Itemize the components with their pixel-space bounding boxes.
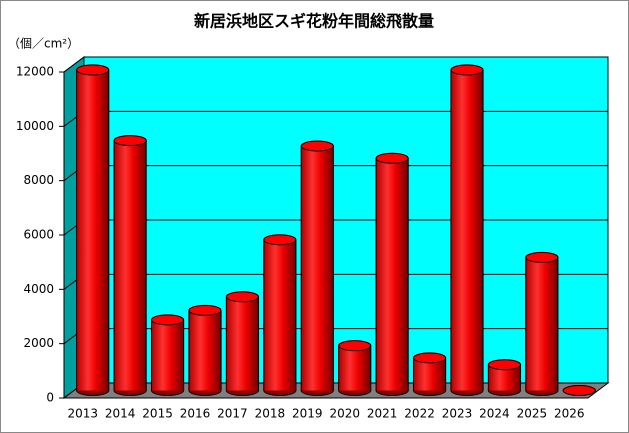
x-tick-label: 2015 [142,407,173,421]
cylinder-top [412,352,447,364]
cylinder-top [562,385,596,396]
x-tick-label: 2026 [554,407,585,421]
cylinder-top [263,234,297,246]
y-tick-label: 6000 [23,228,54,242]
x-tick-label: 2017 [217,407,248,421]
bar [525,257,558,391]
cylinder-top [338,340,372,352]
x-tick-label: 2023 [442,407,473,421]
bar [114,140,147,391]
x-tick-label: 2022 [404,407,435,421]
y-tick-label: 2000 [23,336,54,350]
y-tick-label: 4000 [23,282,54,296]
cylinder-top [113,135,147,147]
cylinder-top [76,64,110,76]
bar [450,69,484,391]
cylinder-top [450,64,484,76]
x-tick-label: 2024 [479,407,510,421]
cylinder-top [188,304,222,316]
y-tick-label: 10000 [16,119,54,133]
bar [151,319,184,391]
x-tick-label: 2016 [180,407,211,421]
x-tick-label: 2014 [105,407,136,421]
bar [226,296,259,391]
x-tick-label: 2021 [367,407,398,421]
bar [301,146,334,391]
cylinder-top [300,140,334,152]
bar [76,69,109,391]
cylinder-top [525,251,559,263]
x-tick-label: 2019 [292,407,323,421]
cylinder-top [150,314,185,326]
bar [263,239,296,391]
y-tick-label: 0 [46,391,54,405]
cylinder-top [375,152,409,164]
y-axis-label: （個／cm²） [8,37,79,51]
bar [338,345,371,391]
x-tick-label: 2020 [329,407,360,421]
x-tick-label: 2013 [67,407,98,421]
grid-line [63,56,608,73]
x-tick-label: 2025 [517,407,548,421]
chart-title: 新居浜地区スギ花粉年間総飛散量 [194,12,434,31]
bar [188,310,222,391]
cylinder-top [225,291,260,303]
bar [376,158,409,391]
y-tick-label: 8000 [23,173,54,187]
y-tick-label: 12000 [16,65,54,79]
x-tick-label: 2018 [255,407,286,421]
cylinder-top [487,359,522,371]
